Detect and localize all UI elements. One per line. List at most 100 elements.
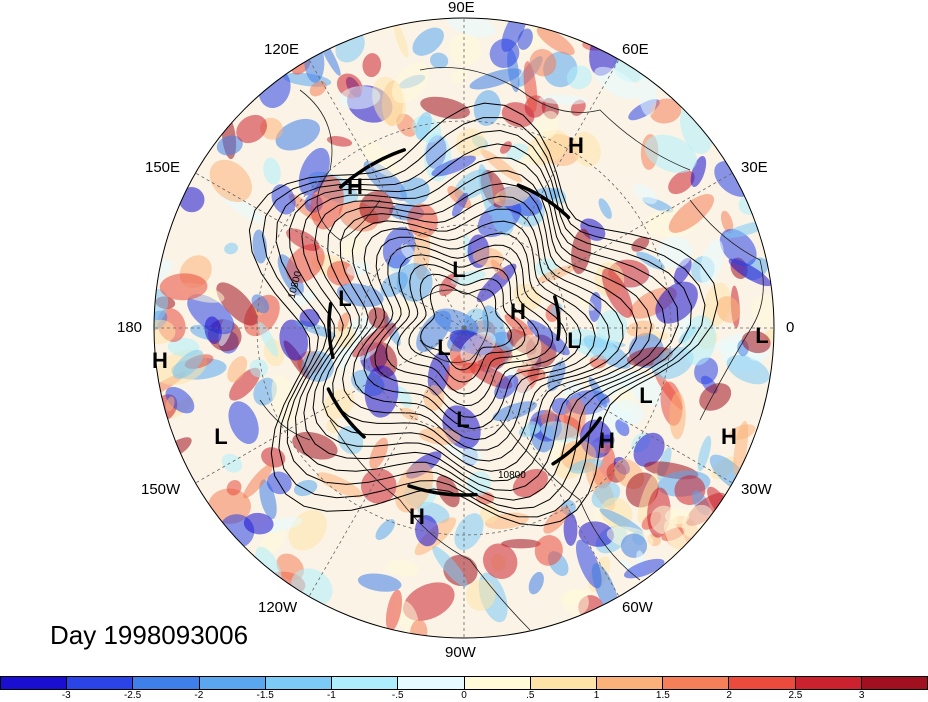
anomaly-blob [423, 385, 445, 411]
anomaly-blob [476, 263, 517, 303]
anomaly-blob [517, 28, 533, 50]
system-marker: L [214, 424, 228, 449]
anomaly-blob [229, 367, 261, 401]
coastline [689, 199, 764, 421]
anomaly-blob [286, 228, 320, 251]
anomaly-blob [543, 506, 570, 534]
anomaly-blob [187, 294, 235, 335]
anomaly-blob [271, 184, 296, 215]
anomaly-blob [420, 96, 470, 120]
coastline [259, 399, 311, 441]
height-contours [248, 102, 719, 527]
meridian-line [308, 59, 465, 329]
colorbar-tick-label: 2.5 [788, 690, 803, 701]
anomaly-blob [316, 472, 363, 498]
anomaly-blob [209, 159, 252, 203]
anomaly-blob [410, 619, 428, 638]
anomaly-blob [243, 463, 274, 499]
anomaly-blob [534, 535, 563, 566]
system-marker: H [510, 299, 526, 324]
anomaly-blob [448, 33, 482, 66]
anomaly-blob [159, 273, 208, 301]
anomaly-blob [337, 283, 384, 308]
system-marker: H [409, 504, 425, 529]
system-marker: L [338, 286, 352, 311]
anomaly-blob [690, 155, 707, 188]
coastline [299, 89, 381, 241]
colorbar-segment [663, 677, 730, 689]
colorbar-segment [729, 677, 796, 689]
anomaly-blob [668, 170, 695, 195]
jet-contour [327, 301, 335, 360]
system-marker: L [639, 383, 653, 408]
anomaly-blob [588, 291, 602, 322]
lon-label-30w: 30W [741, 481, 772, 498]
anomaly-blob [386, 560, 420, 577]
anomaly-blob [263, 157, 281, 185]
anomaly-blob [527, 319, 570, 356]
anomaly-blob [403, 582, 455, 621]
anomaly-blob [483, 543, 518, 579]
anomaly-blob [385, 589, 403, 632]
anomaly-blob [528, 571, 544, 595]
height-contour [275, 129, 692, 510]
colorbar [0, 676, 928, 690]
jet-contour [407, 484, 478, 497]
lon-label-180: 180 [117, 319, 143, 336]
height-contour [363, 232, 582, 430]
anomaly-blob [469, 68, 522, 90]
colorbar-segment [530, 677, 597, 689]
colorbar-segment [67, 677, 134, 689]
anomaly-blob [339, 237, 364, 257]
anomaly-blob [204, 316, 222, 344]
anomaly-blob [447, 18, 496, 38]
anomaly-blob [292, 431, 338, 460]
anomaly-blob [460, 350, 511, 374]
colorbar-tick-label: 3 [858, 690, 865, 701]
lon-label-30e: 30E [741, 159, 768, 176]
anomaly-blob [452, 192, 469, 217]
jet-contour [551, 416, 602, 466]
colorbar-segment [199, 677, 266, 689]
lon-label-90w: 90W [445, 644, 476, 661]
anomaly-blob [566, 65, 592, 90]
lon-label-150e: 150E [145, 159, 181, 176]
lon-label-0: 0 [786, 319, 795, 336]
lon-label-120e: 120E [264, 41, 300, 58]
anomaly-blob [741, 330, 771, 354]
colorbar-tick-label: -.5 [391, 690, 404, 701]
anomaly-blob [699, 383, 732, 411]
map-boundary [153, 17, 775, 639]
system-marker: H [568, 133, 584, 158]
anomaly-blob [480, 149, 523, 183]
anomaly-blob [154, 259, 173, 289]
anomaly-blob [501, 539, 541, 549]
anomaly-blob [432, 546, 468, 587]
anomaly-blob [720, 210, 734, 234]
anomaly-blob [395, 386, 413, 408]
lon-label-150w: 150W [141, 481, 181, 498]
anomaly-blob [454, 513, 484, 551]
anomaly-blob [598, 442, 614, 454]
anomaly-blob [598, 198, 612, 219]
anomaly-blob [523, 61, 538, 113]
anomaly-blob [236, 114, 267, 144]
anomaly-blob [363, 160, 407, 201]
anomaly-blob [396, 263, 433, 302]
anomaly-blob [567, 328, 617, 360]
anomaly-blob [467, 471, 491, 497]
meridian-line [463, 59, 620, 329]
colorbar-segment [265, 677, 333, 689]
jet-contour [338, 148, 406, 189]
colorbar-segment [464, 677, 531, 689]
day-label: Day 1998093006 [50, 620, 249, 650]
anomaly-blob [633, 432, 665, 467]
anomaly-blob [526, 421, 541, 434]
anomaly-blob [249, 359, 268, 378]
height-contour [332, 195, 624, 462]
thick-contours [326, 148, 602, 497]
colorbar-tick-label: -1.5 [256, 690, 274, 701]
height-contour [342, 208, 610, 451]
anomaly-blob [361, 468, 397, 504]
